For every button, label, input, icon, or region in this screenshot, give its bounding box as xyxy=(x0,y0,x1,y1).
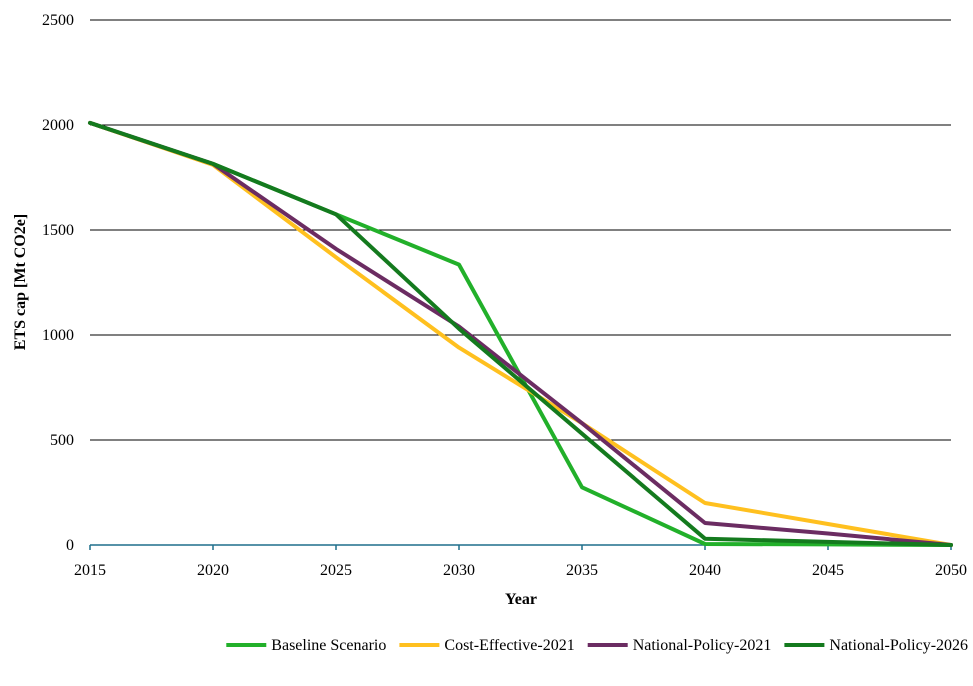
y-tick-label: 500 xyxy=(50,432,74,449)
legend: Baseline Scenario Cost-Effective-2021 Nati… xyxy=(226,637,968,654)
series-line-national-policy-2021 xyxy=(88,120,953,547)
series-line-cost-effective-2021 xyxy=(88,120,953,547)
x-axis-title: Year xyxy=(505,591,537,608)
x-tick-label: 2020 xyxy=(197,562,229,579)
y-axis-tick-labels: 0 500 1000 1500 2000 2500 xyxy=(42,12,74,554)
legend-label: Cost-Effective-2021 xyxy=(444,637,574,654)
x-tick-label: 2040 xyxy=(689,562,721,579)
x-tick-label: 2015 xyxy=(74,562,106,579)
x-tick-label: 2025 xyxy=(320,562,352,579)
x-tick-label: 2050 xyxy=(935,562,967,579)
x-axis-tick-labels: 2015 2020 2025 2030 2035 2040 2045 2050 xyxy=(74,545,967,579)
y-tick-label: 1500 xyxy=(42,222,74,239)
series-line-national-policy-2026 xyxy=(88,120,953,547)
x-tick-label: 2035 xyxy=(566,562,598,579)
y-tick-label: 0 xyxy=(66,537,74,554)
legend-item: National-Policy-2021 xyxy=(587,637,772,654)
series-line-baseline-scenario xyxy=(88,120,953,547)
y-axis-title: ETS cap [Mt CO2e] xyxy=(12,214,29,350)
y-tick-label: 1000 xyxy=(42,327,74,344)
legend-label: National-Policy-2021 xyxy=(633,637,772,654)
legend-item: Baseline Scenario xyxy=(226,637,386,654)
gridlines xyxy=(90,19,951,546)
legend-label: National-Policy-2026 xyxy=(829,637,968,654)
x-tick-label: 2045 xyxy=(812,562,844,579)
legend-label: Baseline Scenario xyxy=(271,637,386,654)
legend-item: Cost-Effective-2021 xyxy=(399,637,575,654)
x-tick-label: 2030 xyxy=(443,562,475,579)
legend-item: National-Policy-2026 xyxy=(784,637,968,654)
y-tick-label: 2000 xyxy=(42,117,74,134)
y-tick-label: 2500 xyxy=(42,12,74,29)
series-lines xyxy=(88,120,953,547)
